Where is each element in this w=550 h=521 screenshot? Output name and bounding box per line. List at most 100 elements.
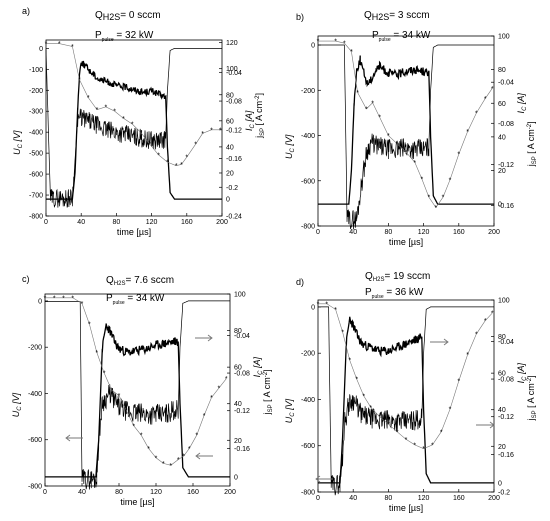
jsp-point: * bbox=[166, 160, 169, 167]
jsp-point: * bbox=[81, 301, 84, 308]
ic-axis-label-unit: [A] bbox=[244, 110, 254, 124]
series-jsp-line bbox=[46, 43, 221, 167]
uc-tick-label: -800 bbox=[301, 490, 315, 497]
pulse-power-symbol: P bbox=[365, 287, 372, 298]
jsp-axis-label-end: ] bbox=[526, 375, 536, 378]
jsp-point: * bbox=[466, 129, 469, 136]
gas-flow-value: = 3 sccm bbox=[389, 10, 429, 21]
jsp-point: * bbox=[169, 463, 172, 470]
jsp-point: * bbox=[177, 457, 180, 464]
pulse-power-label: Ppulse = 34 kW bbox=[106, 293, 165, 306]
ic-tick-label: 40 bbox=[226, 144, 234, 151]
ic-tick-label: 80 bbox=[498, 334, 506, 341]
series-ic-line bbox=[45, 323, 230, 478]
plot-frame bbox=[317, 299, 495, 493]
jsp-point: * bbox=[175, 163, 178, 170]
pulse-power-sub: pulse bbox=[379, 37, 391, 43]
jsp-point: * bbox=[88, 322, 91, 329]
axis-arrowhead bbox=[65, 434, 71, 442]
uc-tick-label: -600 bbox=[28, 437, 42, 444]
gas-flow-sub: H2S bbox=[114, 281, 126, 287]
jsp-axis-label-sup: -2 bbox=[527, 123, 533, 129]
gas-flow-value: = 19 sccm bbox=[384, 271, 430, 282]
ic-tick-label: 60 bbox=[498, 371, 506, 378]
jsp-point: * bbox=[194, 142, 197, 149]
uc-axis-label: UC [V] bbox=[11, 392, 23, 417]
x-tick-label: 0 bbox=[44, 219, 48, 226]
series-ic-line bbox=[46, 60, 222, 200]
gas-flow-sub: H2S bbox=[103, 12, 121, 22]
jsp-point: * bbox=[378, 414, 381, 421]
jsp-axis-label-sub: SP bbox=[532, 156, 538, 164]
jsp-point: * bbox=[431, 442, 434, 449]
pulse-power-value: = 32 kW bbox=[114, 30, 154, 41]
x-axis-label: time [µs] bbox=[389, 503, 423, 513]
jsp-point: * bbox=[387, 422, 390, 429]
jsp-point: * bbox=[185, 155, 188, 162]
jsp-tick-label: -0.08 bbox=[234, 371, 250, 378]
jsp-axis-label-sup: -2 bbox=[263, 371, 269, 377]
ic-tick-label: 60 bbox=[226, 118, 234, 125]
jsp-point: * bbox=[475, 111, 478, 118]
jsp-point: * bbox=[132, 423, 135, 430]
series-uc-line bbox=[318, 44, 494, 230]
x-tick-label: 80 bbox=[385, 229, 393, 236]
pulse-power-symbol: P bbox=[95, 30, 102, 41]
jsp-tick-label: -0.12 bbox=[498, 162, 514, 169]
jsp-point: * bbox=[62, 295, 65, 302]
gas-flow-symbol: Q bbox=[95, 10, 103, 21]
x-tick-label: 160 bbox=[453, 229, 465, 236]
ic-axis-label-unit: [A] bbox=[516, 362, 526, 376]
uc-tick-label: 0 bbox=[311, 304, 315, 311]
uc-axis-label-sub: C bbox=[290, 148, 296, 153]
pulse-power-sub: pulse bbox=[113, 300, 125, 306]
series-uc-line bbox=[45, 48, 222, 208]
x-tick-label: 80 bbox=[115, 489, 123, 496]
uc-tick-label: -500 bbox=[29, 151, 43, 158]
jsp-tick-label: -0.16 bbox=[234, 446, 250, 453]
jsp-point: * bbox=[53, 295, 56, 302]
plot-frame bbox=[44, 293, 231, 487]
jsp-point: * bbox=[96, 107, 99, 114]
jsp-point: * bbox=[343, 41, 346, 48]
ic-tick-label: 100 bbox=[498, 298, 510, 305]
jsp-point: * bbox=[317, 301, 320, 308]
plot-frame bbox=[45, 39, 223, 217]
jsp-tick-label: -0.16 bbox=[226, 156, 242, 163]
jsp-point: * bbox=[210, 127, 213, 134]
uc-tick-label: -600 bbox=[301, 443, 315, 450]
jsp-point: * bbox=[104, 104, 107, 111]
x-tick-label: 40 bbox=[77, 219, 85, 226]
ic-tick-label: 80 bbox=[498, 67, 506, 74]
jsp-point: * bbox=[210, 395, 213, 402]
uc-tick-label: 0 bbox=[311, 43, 315, 50]
jsp-point: * bbox=[334, 39, 337, 46]
jsp-point: * bbox=[201, 131, 204, 138]
jsp-point: * bbox=[369, 405, 372, 412]
ic-tick-label: 100 bbox=[226, 66, 238, 73]
jsp-axis-label-sub: SP bbox=[268, 404, 274, 412]
panel-label: c) bbox=[22, 274, 30, 284]
x-tick-label: 80 bbox=[385, 495, 393, 502]
jsp-point: * bbox=[355, 377, 358, 384]
x-tick-label: 120 bbox=[150, 489, 162, 496]
pulse-power-value: = 34 kW bbox=[391, 30, 431, 41]
jsp-point: * bbox=[334, 307, 337, 314]
jsp-point: * bbox=[195, 433, 198, 440]
gas-flow-symbol: Q bbox=[365, 271, 373, 282]
jsp-point: * bbox=[203, 413, 206, 420]
jsp-point: * bbox=[182, 453, 185, 460]
x-axis-label: time [µs] bbox=[120, 497, 154, 507]
jsp-tick-label: -0.16 bbox=[498, 452, 514, 459]
uc-tick-label: 0 bbox=[39, 46, 43, 53]
jsp-point: * bbox=[155, 455, 158, 462]
series-jsp-line bbox=[318, 303, 493, 450]
jsp-point: * bbox=[325, 301, 328, 308]
pulse-power-label: Ppulse = 32 kW bbox=[95, 30, 154, 43]
panel-label: a) bbox=[22, 6, 30, 16]
jsp-point: * bbox=[378, 115, 381, 122]
x-tick-label: 200 bbox=[224, 489, 236, 496]
jsp-axis-label-sub: SP bbox=[260, 128, 266, 136]
ic-axis-label-sub: C bbox=[250, 124, 256, 129]
